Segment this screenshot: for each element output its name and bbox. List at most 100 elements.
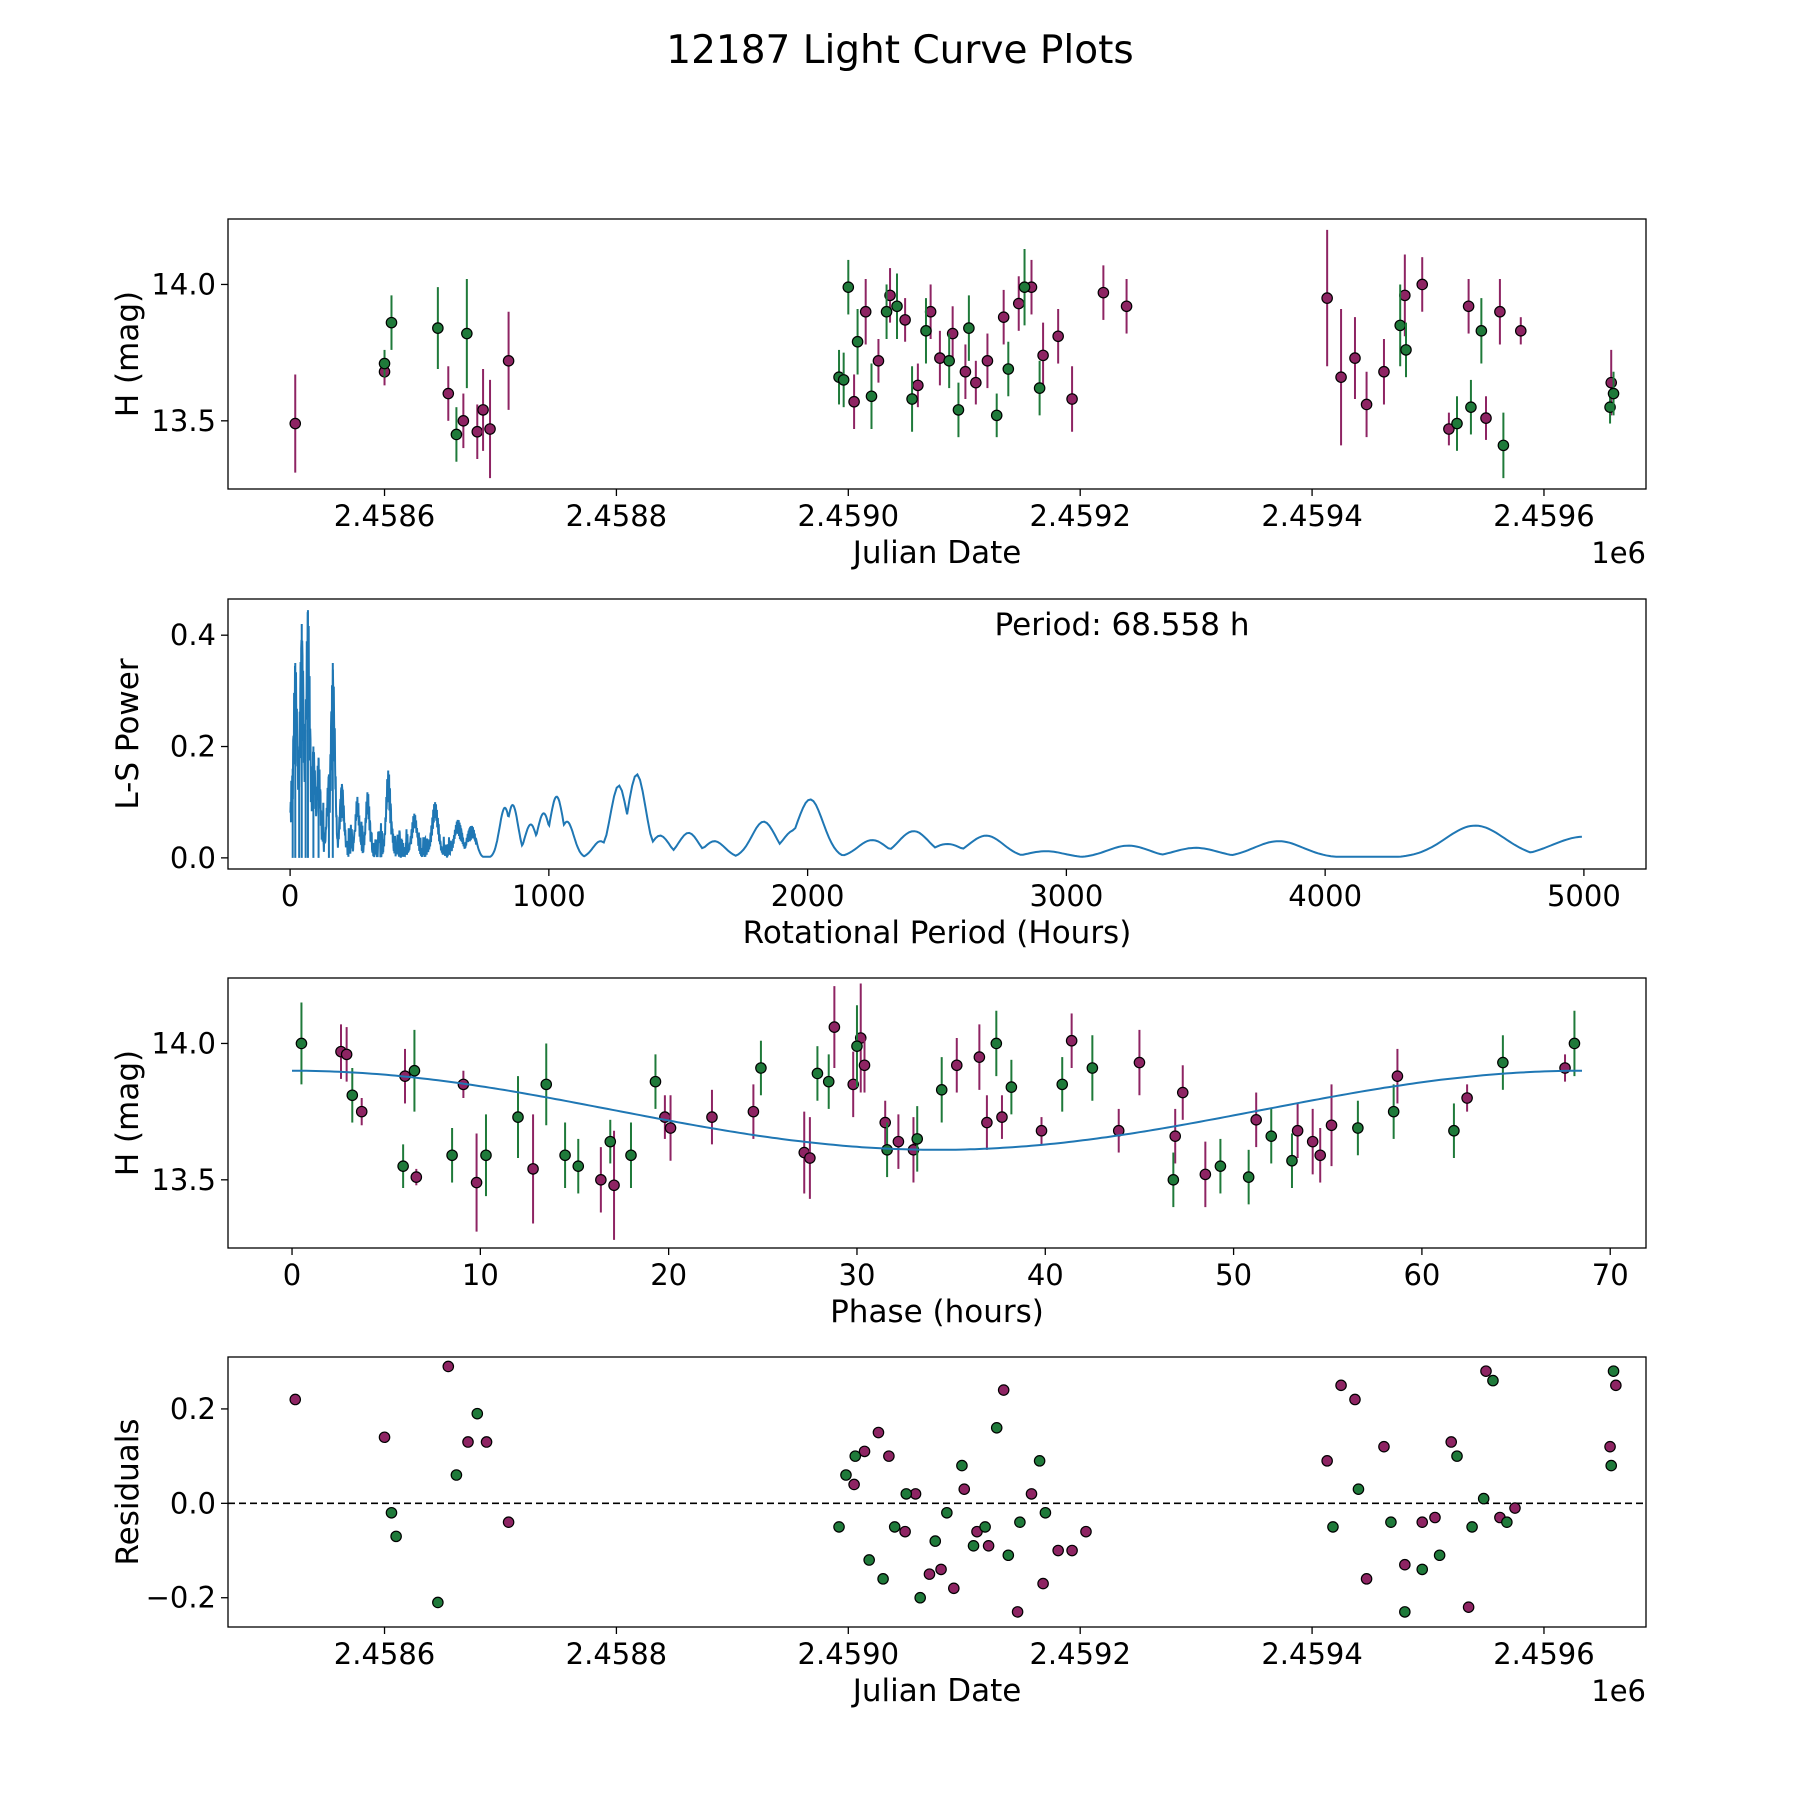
phase-point-magenta xyxy=(892,1135,905,1148)
resid-point-magenta xyxy=(872,1426,885,1439)
ls-power-curve xyxy=(289,612,1582,858)
lc-point-green xyxy=(842,281,855,293)
phase-point-green xyxy=(540,1078,553,1091)
phase-point-magenta xyxy=(355,1105,368,1118)
phase-point-magenta xyxy=(847,1078,860,1091)
resid-point-green xyxy=(979,1521,991,1533)
phase-point-green xyxy=(604,1135,617,1148)
resid-point-magenta xyxy=(982,1540,995,1552)
phase-point-green xyxy=(295,1037,308,1050)
phase-point-magenta xyxy=(858,1059,871,1072)
lc-point-green xyxy=(943,355,955,367)
ls-xtick-label: 5000 xyxy=(1547,879,1621,913)
resid-point-green xyxy=(967,1540,980,1552)
ls-axes-frame xyxy=(227,598,1647,870)
lc-point-magenta xyxy=(1416,278,1429,291)
phase-point-magenta xyxy=(1306,1135,1319,1148)
lc-point-green xyxy=(1033,382,1046,394)
resid-offset-label: 1e6 xyxy=(1591,1674,1646,1708)
lc-point-magenta xyxy=(970,376,982,389)
phase-point-magenta xyxy=(804,1152,816,1164)
phase-point-green xyxy=(1497,1056,1509,1069)
resid-point-green xyxy=(863,1554,875,1566)
phase-point-green xyxy=(1265,1130,1278,1142)
lc-point-green xyxy=(378,357,391,370)
resid-point-green xyxy=(1385,1516,1397,1529)
phase-point-green xyxy=(1448,1124,1460,1137)
lc-point-magenta xyxy=(457,415,470,427)
phase-point-magenta xyxy=(1250,1114,1262,1126)
lc-point-green xyxy=(1002,363,1015,375)
resid-point-green xyxy=(1501,1516,1513,1529)
lc-point-magenta xyxy=(477,404,489,416)
lc-point-green xyxy=(1607,387,1620,400)
resid-point-magenta xyxy=(1429,1511,1441,1524)
phase-point-magenta xyxy=(1199,1168,1212,1181)
resid-point-magenta xyxy=(1399,1558,1411,1571)
phase-point-green xyxy=(1167,1174,1180,1186)
lc-point-green xyxy=(1475,325,1488,337)
phase-point-magenta xyxy=(996,1111,1008,1123)
figure-title: 12187 Light Curve Plots xyxy=(666,28,1134,73)
lc-point-magenta xyxy=(1097,286,1110,299)
lc-point-green xyxy=(851,335,864,348)
lc-ytick-label: 13.5 xyxy=(151,404,216,438)
lc-point-magenta xyxy=(859,305,872,318)
resid-point-magenta xyxy=(502,1516,515,1529)
phase-point-green xyxy=(572,1160,585,1172)
lc-point-magenta xyxy=(1494,305,1506,318)
lc-point-green xyxy=(432,322,444,334)
resid-point-magenta xyxy=(1416,1516,1429,1529)
lc-point-magenta xyxy=(1066,393,1078,405)
phase-xlabel: Phase (hours) xyxy=(830,1294,1044,1330)
resid-point-green xyxy=(1607,1365,1620,1377)
resid-point-magenta xyxy=(1462,1601,1475,1613)
resid-point-green xyxy=(1605,1459,1618,1472)
lc-point-green xyxy=(461,327,473,340)
ls-xtick-label: 3000 xyxy=(1029,879,1103,913)
resid-point-green xyxy=(1033,1455,1046,1467)
lc-xtick-label: 2.4586 xyxy=(334,499,435,533)
lc-point-magenta xyxy=(1052,330,1064,343)
lc-point-magenta xyxy=(1514,325,1527,337)
phase-point-magenta xyxy=(1325,1119,1338,1132)
lc-point-magenta xyxy=(1037,349,1049,362)
resid-point-green xyxy=(471,1407,484,1420)
lc-point-green xyxy=(990,409,1003,422)
resid-point-green xyxy=(849,1450,862,1462)
phase-point-green xyxy=(480,1149,492,1162)
phase-point-green xyxy=(1568,1037,1581,1050)
resid-xtick-label: 2.4586 xyxy=(334,1637,435,1671)
resid-point-green xyxy=(900,1488,913,1500)
phase-point-magenta xyxy=(608,1179,620,1192)
resid-point-magenta xyxy=(1378,1440,1390,1453)
lc-point-green xyxy=(1394,319,1406,332)
lc-point-magenta xyxy=(1443,423,1455,435)
phase-point-magenta xyxy=(1391,1070,1404,1082)
lc-point-green xyxy=(1451,417,1463,430)
lc-point-magenta xyxy=(912,379,924,392)
phase-point-magenta xyxy=(1065,1034,1078,1047)
resid-point-magenta xyxy=(1360,1573,1373,1585)
phase-xtick-label: 30 xyxy=(839,1258,876,1292)
resid-point-magenta xyxy=(442,1360,455,1373)
resid-point-green xyxy=(1466,1521,1478,1533)
lc-point-green xyxy=(1400,344,1412,356)
resid-xtick-label: 2.4590 xyxy=(798,1637,899,1671)
phase-point-green xyxy=(1352,1122,1364,1134)
resid-xlabel: Julian Date xyxy=(851,1673,1022,1709)
lc-point-magenta xyxy=(1349,352,1361,364)
resid-point-magenta xyxy=(1604,1440,1616,1453)
phase-point-magenta xyxy=(1291,1124,1304,1137)
resid-point-green xyxy=(929,1535,942,1547)
lc-point-magenta xyxy=(899,314,911,326)
resid-point-green xyxy=(956,1459,968,1472)
phase-point-magenta xyxy=(470,1176,483,1189)
phase-xtick-label: 50 xyxy=(1215,1258,1252,1292)
lc-point-green xyxy=(920,325,932,337)
resid-point-magenta xyxy=(1025,1488,1038,1500)
ls-xtick-label: 2000 xyxy=(771,879,845,913)
lc-point-magenta xyxy=(848,395,860,408)
resid-point-green xyxy=(432,1596,444,1609)
